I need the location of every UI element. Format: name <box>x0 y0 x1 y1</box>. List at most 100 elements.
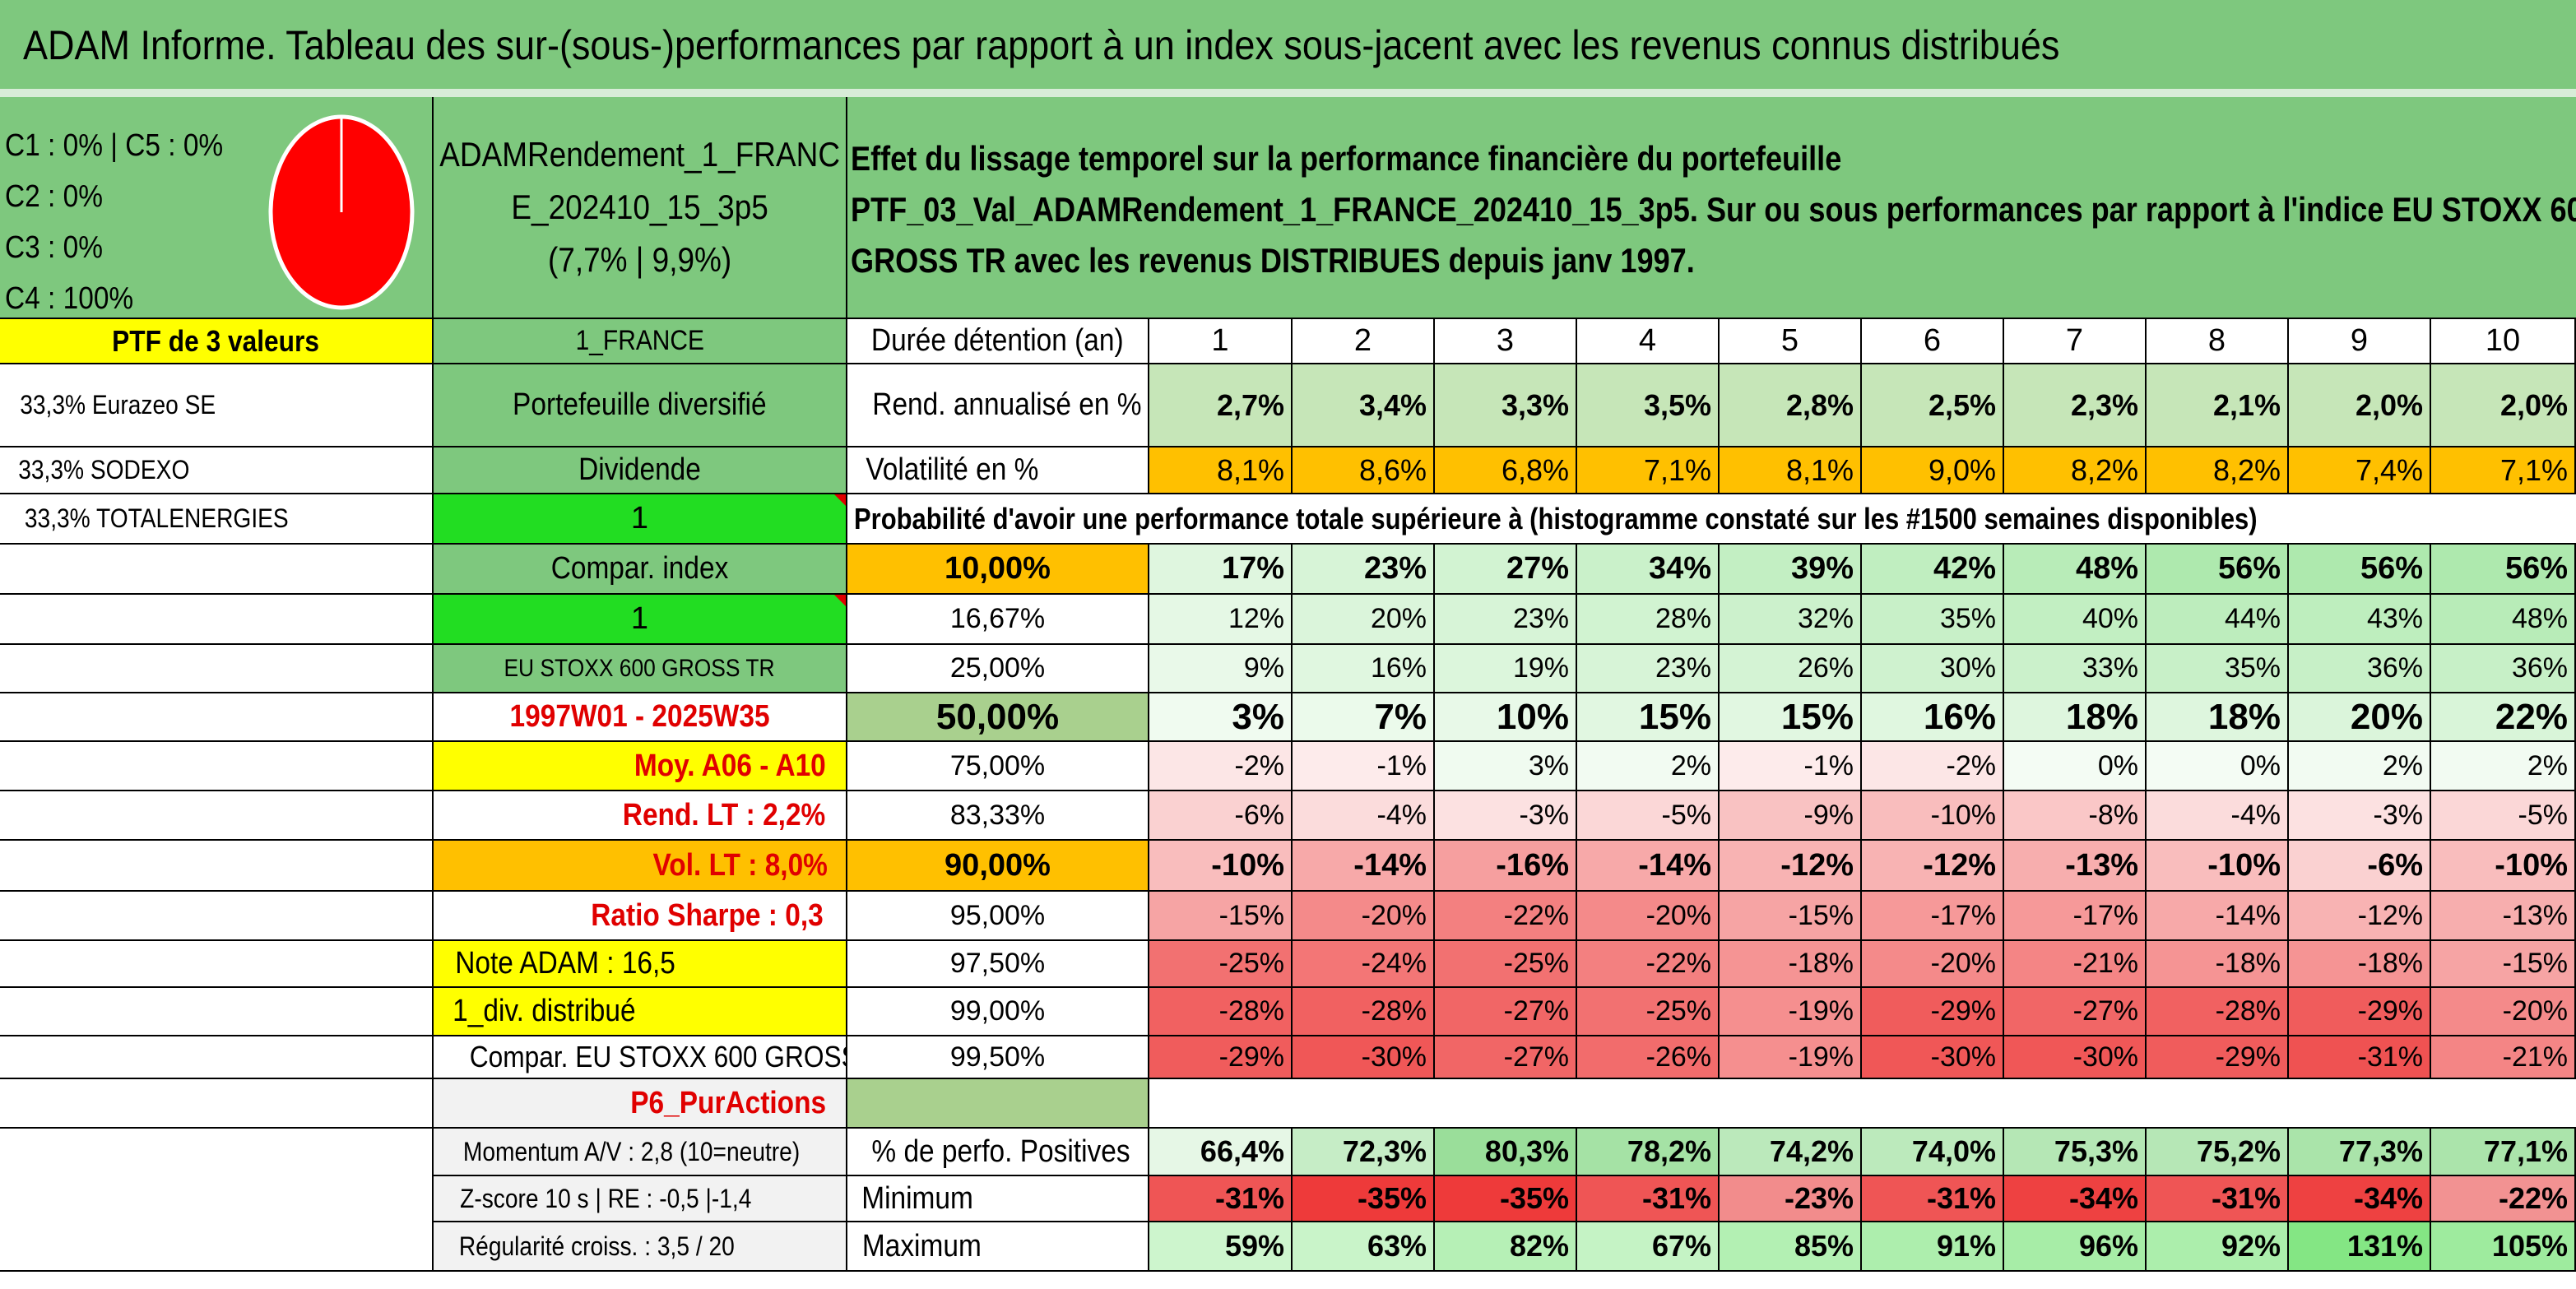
quantile-value: 2% <box>2289 742 2431 791</box>
quantile-value-text: -15% <box>1788 899 1854 931</box>
quantile-label-text: 50,00% <box>935 696 1060 737</box>
quantile-value-text: -3% <box>1519 799 1569 831</box>
empty-left-cell <box>0 1079 434 1129</box>
rend-value-text: 2,0% <box>2355 387 2423 422</box>
year-header: 2 <box>1293 319 1435 364</box>
quantile-value-text: 40% <box>2082 603 2138 634</box>
portfolio-type-text: Portefeuille diversifié <box>513 387 767 422</box>
quantile-label-text: 75,00% <box>949 749 1046 781</box>
quantile-value: -18% <box>2289 941 2431 988</box>
vol-value-text: 7,1% <box>1643 452 1711 487</box>
positive-perf-value: 74,2% <box>1720 1129 1862 1176</box>
quantile-value: 35% <box>2147 645 2289 693</box>
empty-left-cell <box>0 988 434 1036</box>
empty-left-cell <box>0 1036 434 1079</box>
quantile-value-text: -29% <box>1218 1041 1284 1073</box>
vol-value-text: 8,1% <box>1216 452 1284 487</box>
quantile-value-text: -20% <box>1361 899 1427 931</box>
positive-perf-value: 75,2% <box>2147 1129 2289 1176</box>
positive-perf-label: % de perfo. Positives <box>847 1129 1149 1176</box>
year-header: 9 <box>2289 319 2431 364</box>
quantile-label: 10,00% <box>847 545 1149 595</box>
quantile-value: -28% <box>1293 988 1435 1036</box>
quantile-label-text: 83,33% <box>949 799 1046 831</box>
year-header: 4 <box>1577 319 1720 364</box>
quantile-value-text: -18% <box>1788 948 1854 979</box>
quantile-value-text: 23% <box>1363 551 1427 586</box>
quantile-value-text: -27% <box>1503 995 1569 1027</box>
quantile-value-text: 48% <box>2511 603 2568 634</box>
portfolio-type: Portefeuille diversifié <box>434 364 847 447</box>
quantile-value: -19% <box>1720 1036 1862 1079</box>
quantile-label-text: 97,50% <box>949 948 1046 979</box>
quantile-label: 99,00% <box>847 988 1149 1036</box>
quantile-value-text: -10% <box>1211 847 1284 883</box>
effect-description-line: PTF_03_Val_ADAMRendement_1_FRANCE_202410… <box>851 190 2576 229</box>
index-name: EU STOXX 600 GROSS TR <box>434 645 847 693</box>
quantile-value-text: -12% <box>2357 899 2423 931</box>
quantile-value: 18% <box>2147 693 2289 742</box>
probability-header-text: Probabilité d'avoir une performance tota… <box>854 501 2258 536</box>
vol-value: 8,2% <box>2147 447 2289 494</box>
vol-value: 7,4% <box>2289 447 2431 494</box>
positive-perf-value-text: 75,2% <box>2196 1134 2281 1168</box>
quantile-value: 16% <box>1293 645 1435 693</box>
quantile-value-text: -15% <box>2502 948 2568 979</box>
quantile-value: -30% <box>1293 1036 1435 1079</box>
quantile-value-text: 32% <box>1797 603 1854 634</box>
asset-class-line: C2 : 0% <box>5 179 103 214</box>
duree-label: Durée détention (an) <box>847 319 1149 364</box>
maximum-label-text: Maximum <box>861 1228 982 1263</box>
quantile-value-text: 18% <box>2207 696 2281 737</box>
quantile-value-text: 3% <box>1232 696 1284 737</box>
minimum-value: -34% <box>2004 1176 2147 1222</box>
quantile-value: 20% <box>2289 693 2431 742</box>
quantile-value-text: -2% <box>1946 749 1996 781</box>
quantile-value: -2% <box>1149 742 1293 791</box>
quantile-value-text: 23% <box>1512 603 1569 634</box>
quantile-value-text: -8% <box>2088 799 2138 831</box>
quantile-value: -4% <box>1293 791 1435 841</box>
empty-right-cell <box>847 1079 1149 1129</box>
asset-class-line: C3 : 0% <box>5 230 103 265</box>
quantile-value-text: 3% <box>1528 749 1569 781</box>
minimum-value: -22% <box>2431 1176 2576 1222</box>
maximum-value-text: 131% <box>2346 1229 2423 1263</box>
asset-class-box: C1 : 0% | C5 : 0% C2 : 0% C3 : 0% C4 : 100% <box>0 97 434 319</box>
positive-perf-value: 74,0% <box>1862 1129 2004 1176</box>
minimum-label: Minimum <box>847 1176 1149 1222</box>
quantile-value: -15% <box>1720 892 1862 941</box>
year-header: 8 <box>2147 319 2289 364</box>
quantile-label-text: 99,00% <box>949 995 1046 1027</box>
vol-lt: Vol. LT : 8,0% <box>434 841 847 892</box>
report-title-bar: ADAM Informe. Tableau des sur-(sous-)per… <box>0 0 2576 97</box>
portfolio-name-line: E_202410_15_3p5 <box>511 188 768 226</box>
positive-perf-value-text: 66,4% <box>1200 1134 1284 1168</box>
positive-perf-value: 78,2% <box>1577 1129 1720 1176</box>
quantile-value-text: 16% <box>1370 652 1427 684</box>
quantile-value-text: -6% <box>2367 847 2423 883</box>
quantile-value: 43% <box>2289 595 2431 645</box>
quantile-label-text: 10,00% <box>945 551 1051 586</box>
rend-value: 2,1% <box>2147 364 2289 447</box>
year-header: 1 <box>1149 319 1293 364</box>
positive-perf-value: 75,3% <box>2004 1129 2147 1176</box>
quantile-value-text: -30% <box>1930 1041 1996 1073</box>
quantile-label-text: 25,00% <box>949 652 1046 684</box>
maximum-value-text: 67% <box>1651 1229 1711 1263</box>
positive-perf-value-text: 75,3% <box>2054 1134 2138 1168</box>
country-label-text: 1_FRANCE <box>575 325 704 356</box>
regularite-label: Régularité croiss. : 3,5 / 20 <box>434 1222 847 1272</box>
empty-left-cell <box>0 1129 434 1272</box>
dividend-value: 1 <box>434 494 847 545</box>
ptf-header: PTF de 3 valeurs <box>0 319 434 364</box>
quantile-value: 7% <box>1293 693 1435 742</box>
maximum-value: 105% <box>2431 1222 2576 1272</box>
maximum-value: 92% <box>2147 1222 2289 1272</box>
quantile-value: -14% <box>1577 841 1720 892</box>
rend-value: 2,0% <box>2431 364 2576 447</box>
dividend-label: Dividende <box>434 447 847 494</box>
momentum-label: Momentum A/V : 2,8 (10=neutre) <box>434 1129 847 1176</box>
year-header: 10 <box>2431 319 2576 364</box>
quantile-value: 34% <box>1577 545 1720 595</box>
